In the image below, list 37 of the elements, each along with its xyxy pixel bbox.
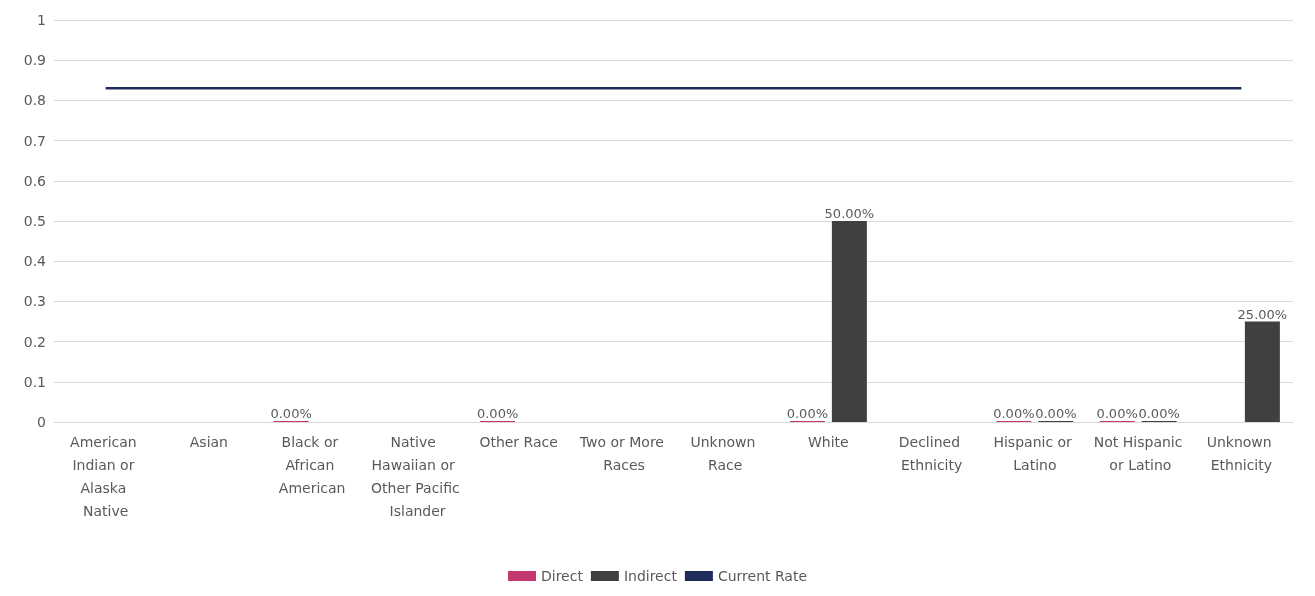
y-tick-label: 0.8 — [23, 92, 46, 109]
data-label: 0.00% — [476, 406, 519, 421]
x-tick-label: Unknown Race — [690, 433, 760, 473]
y-tick-label: 0.1 — [23, 373, 46, 390]
legend-label: Indirect — [623, 568, 678, 584]
y-tick-label: 0.4 — [23, 253, 47, 270]
data-label: 50.00% — [824, 206, 875, 221]
x-tick-label: Native Hawaiian or Other Pacific Islander — [371, 433, 460, 519]
data-label: 0.00% — [786, 406, 829, 421]
x-tick-label: Black or African American — [278, 433, 346, 496]
data-label: 25.00% — [1237, 306, 1288, 322]
y-tick-label: 0.5 — [23, 213, 46, 229]
data-label: 0.00% — [993, 406, 1035, 421]
y-tick-label: 0.6 — [23, 172, 47, 189]
data-label: 0.00% — [270, 406, 312, 421]
x-tick-label: White — [808, 433, 849, 450]
y-tick-label: 0.7 — [23, 132, 46, 149]
x-tick-label: American Indian or Alaska Native — [70, 433, 142, 519]
y-tick-label: 0.2 — [23, 333, 46, 350]
y-tick-label: 0 — [37, 414, 46, 430]
data-label: 0.00% — [1138, 406, 1180, 421]
bar — [1244, 321, 1280, 422]
x-tick-label: Not Hispanic or Latino — [1093, 433, 1183, 473]
legend-label: Direct — [540, 568, 584, 584]
y-tick-label: 1 — [37, 12, 46, 28]
x-tick-label: Hispanic or Latino — [993, 433, 1077, 473]
x-tick-label: Other Race — [479, 433, 558, 450]
data-label: 0.00% — [1035, 406, 1077, 421]
x-tick-label: Declined Ethnicity — [898, 433, 965, 473]
y-tick-label: 0.9 — [23, 52, 46, 69]
x-tick-label: Unknown Ethnicity — [1206, 433, 1277, 473]
legend-label: Current Rate — [717, 568, 808, 584]
y-tick-label: 0.3 — [23, 293, 46, 310]
x-tick-label: Asian — [189, 433, 228, 450]
bar — [831, 221, 867, 422]
x-tick-label: Two or More Races — [578, 433, 664, 473]
data-label: 0.00% — [1096, 406, 1138, 421]
